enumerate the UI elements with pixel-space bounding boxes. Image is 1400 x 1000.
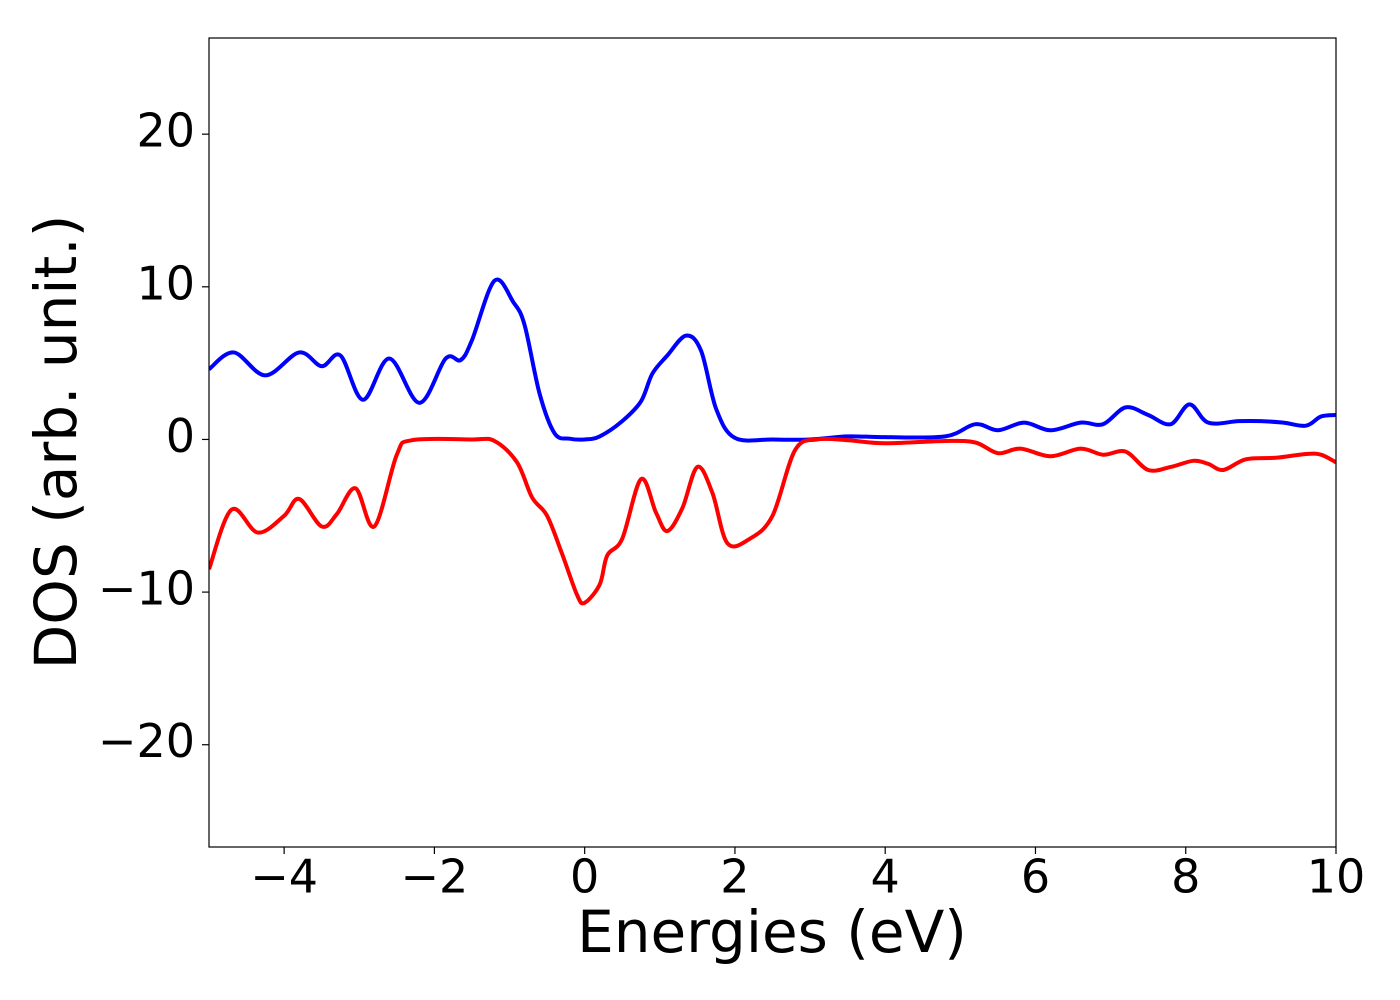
x-axis-label: Energies (eV) bbox=[577, 898, 967, 966]
x-tick-label: 2 bbox=[720, 850, 749, 904]
plot-frame bbox=[208, 37, 1337, 848]
plot-lines bbox=[209, 277, 1336, 606]
y-tick-label: 10 bbox=[136, 256, 195, 310]
x-tick-label: 4 bbox=[871, 850, 900, 904]
y-tick-label: 20 bbox=[136, 104, 195, 158]
y-tick-label: −20 bbox=[98, 714, 195, 768]
x-tick-label: −2 bbox=[400, 850, 468, 904]
dos-line bbox=[209, 436, 1336, 606]
y-tick-label: −10 bbox=[98, 562, 195, 616]
x-tick-label: −4 bbox=[250, 850, 318, 904]
y-axis-label: DOS (arb. unit.) bbox=[22, 215, 90, 670]
y-tick-label: 0 bbox=[166, 409, 195, 463]
x-tick-label: 10 bbox=[1307, 850, 1366, 904]
dos-line bbox=[209, 277, 1336, 443]
x-tick-label: 0 bbox=[570, 850, 599, 904]
x-tick-label: 8 bbox=[1171, 850, 1200, 904]
x-tick-label: 6 bbox=[1021, 850, 1050, 904]
